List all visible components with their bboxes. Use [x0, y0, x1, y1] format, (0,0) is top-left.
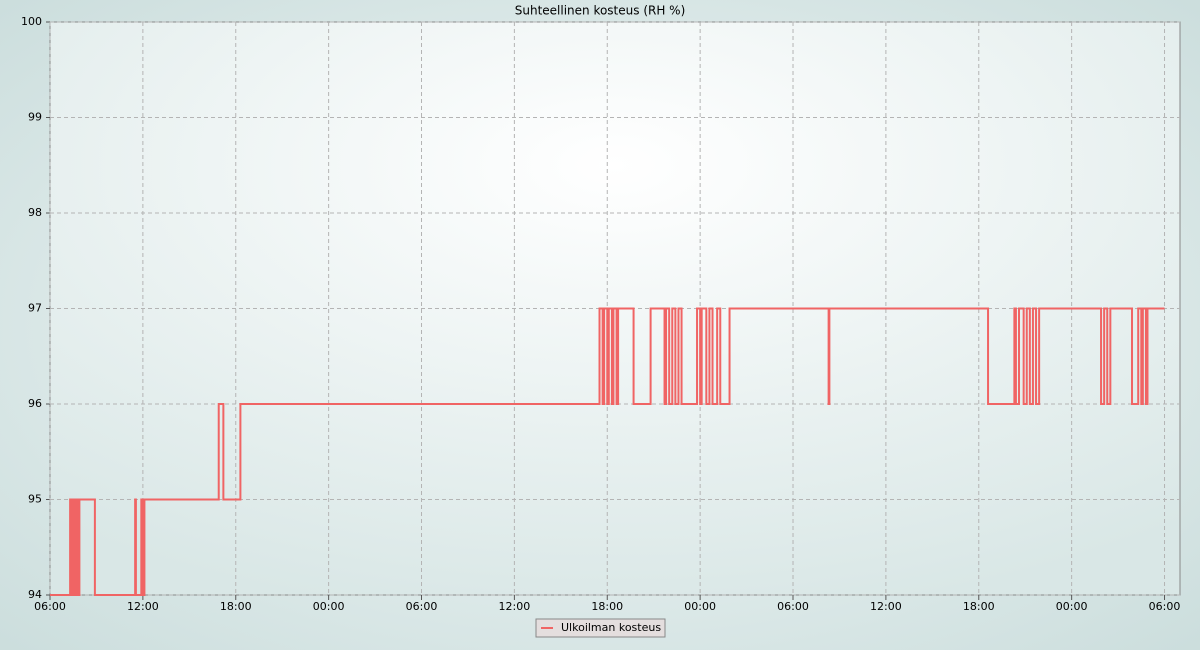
- x-tick-label: 00:00: [1056, 600, 1088, 613]
- x-tick-label: 06:00: [1149, 600, 1181, 613]
- y-tick-label: 97: [28, 302, 42, 315]
- legend: Ulkoilman kosteus: [535, 618, 666, 638]
- y-tick-label: 95: [28, 493, 42, 506]
- y-tick-label: 99: [28, 111, 42, 124]
- x-tick-label: 12:00: [499, 600, 531, 613]
- x-tick-label: 12:00: [870, 600, 902, 613]
- x-tick-label: 00:00: [313, 600, 345, 613]
- y-tick-label: 94: [28, 588, 42, 601]
- x-tick-label: 18:00: [963, 600, 995, 613]
- legend-label: Ulkoilman kosteus: [561, 621, 661, 634]
- chart-title: Suhteellinen kosteus (RH %): [515, 4, 686, 18]
- x-tick-label: 18:00: [591, 600, 623, 613]
- x-tick-label: 12:00: [127, 600, 159, 613]
- y-tick-label: 98: [28, 206, 42, 219]
- x-tick-label: 06:00: [34, 600, 66, 613]
- legend-box: [535, 618, 666, 638]
- x-tick-label: 00:00: [684, 600, 716, 613]
- x-tick-label: 18:00: [220, 600, 252, 613]
- x-tick-label: 06:00: [406, 600, 438, 613]
- data-line: [50, 307, 1165, 596]
- y-tick-label: 96: [28, 397, 42, 410]
- x-tick-label: 06:00: [777, 600, 809, 613]
- y-tick-label: 100: [21, 15, 42, 28]
